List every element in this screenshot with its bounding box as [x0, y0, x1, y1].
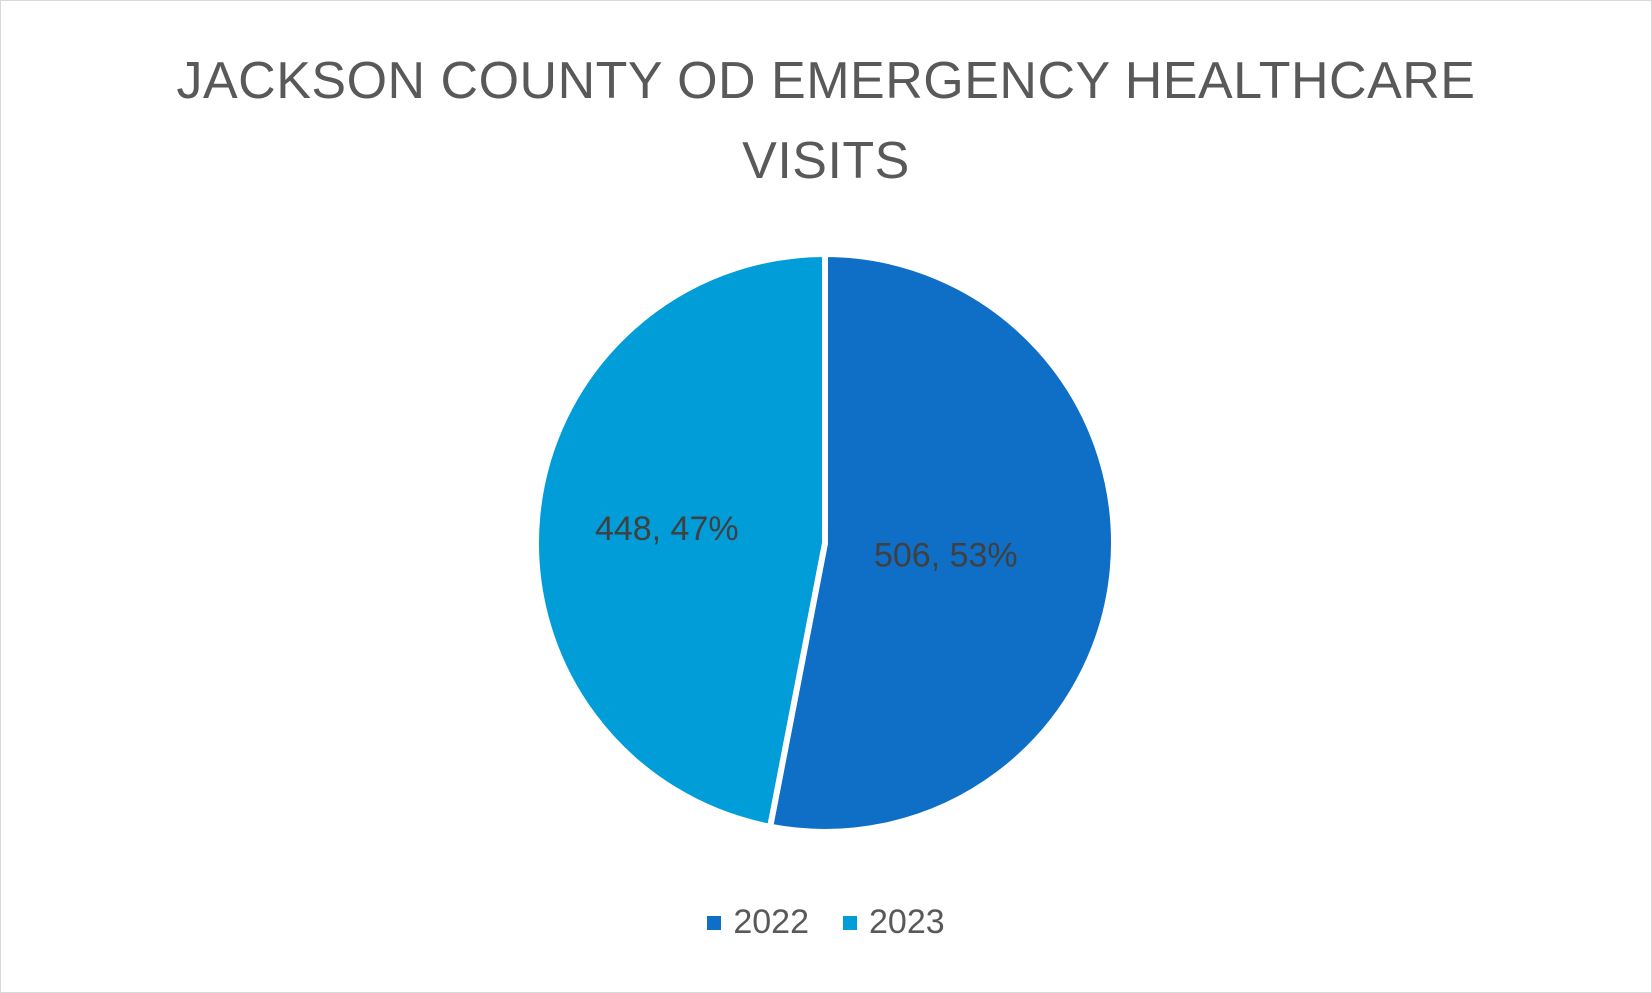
data-label-2023: 448, 47% [595, 510, 739, 548]
pie-slice-2023[interactable] [533, 250, 828, 831]
legend-label-2023: 2023 [869, 903, 945, 941]
pie-slices [533, 250, 1117, 835]
chart-title: JACKSON COUNTY OD EMERGENCY HEALTHCARE V… [1, 41, 1651, 201]
legend-item-2022[interactable]: 2022 [707, 903, 809, 942]
legend-item-2023[interactable]: 2023 [843, 903, 945, 942]
pie-data-labels: 506, 53% 448, 47% [595, 510, 1018, 575]
chart-title-line-2: VISITS [742, 132, 910, 190]
legend: 2022 2023 [1, 903, 1651, 942]
chart-title-line-1: JACKSON COUNTY OD EMERGENCY HEALTHCARE [176, 52, 1476, 110]
legend-swatch-2023 [843, 915, 857, 930]
pie-slice-2022[interactable] [766, 250, 1117, 835]
legend-swatch-2022 [707, 915, 722, 930]
data-label-2022: 506, 53% [874, 537, 1018, 575]
legend-label-2022: 2022 [733, 903, 809, 941]
